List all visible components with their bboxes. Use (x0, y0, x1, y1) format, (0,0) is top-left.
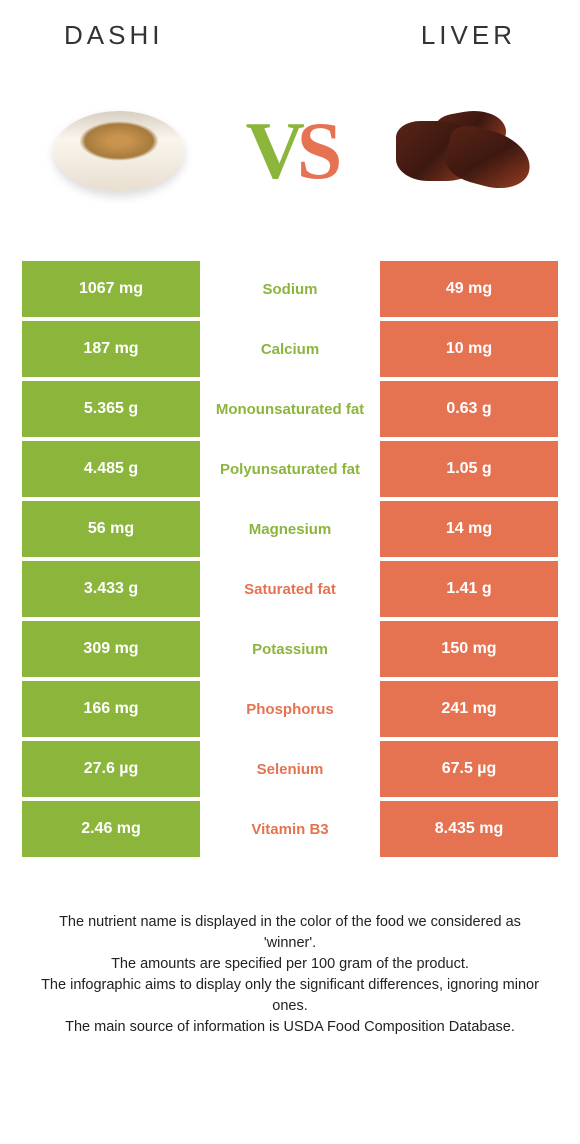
value-right: 0.63 g (380, 381, 558, 437)
footer-line: The amounts are specified per 100 gram o… (32, 954, 548, 975)
liver-icon (386, 106, 536, 196)
nutrient-label: Selenium (200, 741, 380, 797)
table-row: 166 mgPhosphorus241 mg (22, 681, 558, 737)
footer-line: The main source of information is USDA F… (32, 1017, 548, 1038)
table-row: 2.46 mgVitamin B38.435 mg (22, 801, 558, 857)
nutrient-label: Vitamin B3 (200, 801, 380, 857)
nutrient-label: Magnesium (200, 501, 380, 557)
vs-v: V (246, 105, 297, 196)
nutrient-label: Calcium (200, 321, 380, 377)
value-right: 14 mg (380, 501, 558, 557)
value-left: 2.46 mg (22, 801, 200, 857)
footer-line: The nutrient name is displayed in the co… (32, 912, 548, 954)
footer-notes: The nutrient name is displayed in the co… (14, 912, 566, 1038)
header: Dashi Liver (14, 20, 566, 51)
value-left: 27.6 µg (22, 741, 200, 797)
vs-label: VS (246, 104, 335, 198)
food-title-right: Liver (421, 20, 516, 51)
nutrient-label: Saturated fat (200, 561, 380, 617)
value-left: 4.485 g (22, 441, 200, 497)
nutrient-label: Polyunsaturated fat (200, 441, 380, 497)
food-image-left (44, 91, 194, 211)
table-row: 4.485 gPolyunsaturated fat1.05 g (22, 441, 558, 497)
table-row: 1067 mgSodium49 mg (22, 261, 558, 317)
nutrient-table: 1067 mgSodium49 mg187 mgCalcium10 mg5.36… (22, 261, 558, 857)
value-right: 8.435 mg (380, 801, 558, 857)
value-left: 309 mg (22, 621, 200, 677)
dashi-bowl-icon (54, 111, 184, 191)
images-row: VS (14, 91, 566, 211)
nutrient-label: Potassium (200, 621, 380, 677)
value-left: 187 mg (22, 321, 200, 377)
value-right: 241 mg (380, 681, 558, 737)
value-left: 3.433 g (22, 561, 200, 617)
table-row: 5.365 gMonounsaturated fat0.63 g (22, 381, 558, 437)
value-right: 1.05 g (380, 441, 558, 497)
nutrient-label: Phosphorus (200, 681, 380, 737)
value-left: 5.365 g (22, 381, 200, 437)
value-right: 67.5 µg (380, 741, 558, 797)
food-image-right (386, 91, 536, 211)
nutrient-label: Sodium (200, 261, 380, 317)
value-right: 1.41 g (380, 561, 558, 617)
value-left: 166 mg (22, 681, 200, 737)
table-row: 187 mgCalcium10 mg (22, 321, 558, 377)
value-left: 1067 mg (22, 261, 200, 317)
table-row: 309 mgPotassium150 mg (22, 621, 558, 677)
value-right: 150 mg (380, 621, 558, 677)
value-left: 56 mg (22, 501, 200, 557)
table-row: 3.433 gSaturated fat1.41 g (22, 561, 558, 617)
table-row: 56 mgMagnesium14 mg (22, 501, 558, 557)
vs-s: S (297, 105, 335, 196)
food-title-left: Dashi (64, 20, 163, 51)
value-right: 10 mg (380, 321, 558, 377)
nutrient-label: Monounsaturated fat (200, 381, 380, 437)
table-row: 27.6 µgSelenium67.5 µg (22, 741, 558, 797)
footer-line: The infographic aims to display only the… (32, 975, 548, 1017)
value-right: 49 mg (380, 261, 558, 317)
